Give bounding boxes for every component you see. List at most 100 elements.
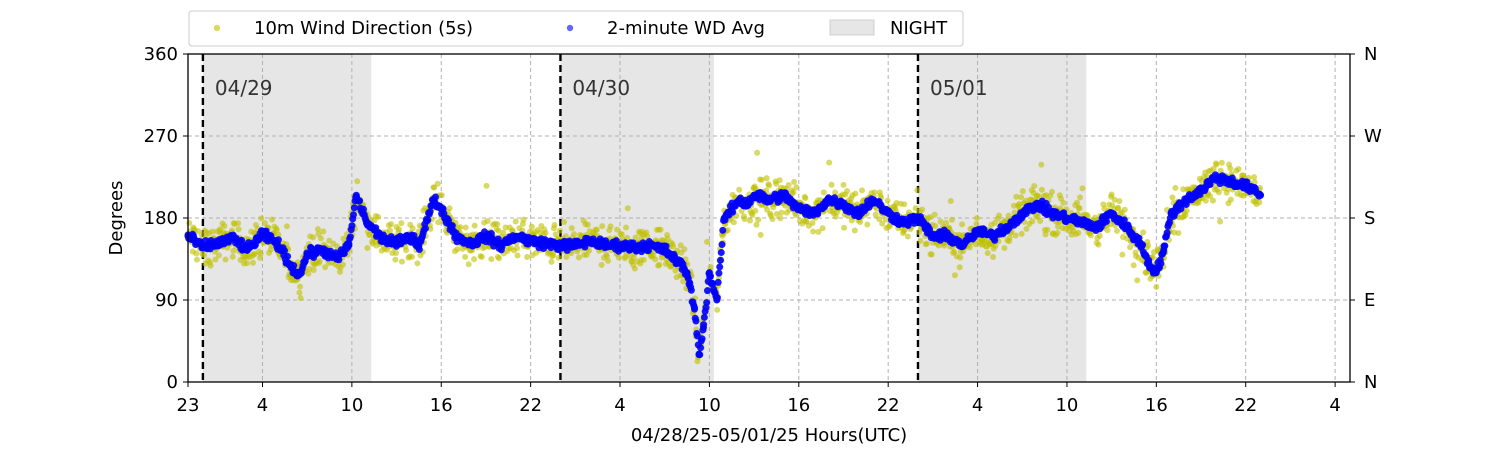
wind-direction-point xyxy=(215,252,222,259)
avg-point xyxy=(1103,217,1111,225)
avg-point xyxy=(1120,216,1128,224)
wind-direction-point xyxy=(766,182,772,189)
avg-point xyxy=(703,299,711,307)
wind-direction-point xyxy=(409,253,416,260)
avg-point xyxy=(431,193,439,201)
wind-direction-point xyxy=(387,227,394,234)
wind-direction-point xyxy=(471,222,478,229)
wind-direction-point xyxy=(1038,161,1045,168)
avg-point xyxy=(991,236,999,244)
wind-direction-point xyxy=(622,224,629,231)
wind-direction-point xyxy=(1153,283,1160,290)
wind-direction-point xyxy=(1111,196,1118,203)
avg-point xyxy=(703,287,711,295)
wind-direction-point xyxy=(884,197,891,204)
wind-direction-point xyxy=(1218,159,1225,166)
wind-direction-point xyxy=(951,248,958,255)
wind-direction-point xyxy=(528,223,535,230)
wind-direction-point xyxy=(212,256,219,263)
wind-direction-point xyxy=(584,221,591,228)
wind-direction-point xyxy=(571,231,578,238)
wind-direction-point xyxy=(488,256,495,263)
x-tick-label: 10 xyxy=(340,395,363,416)
wind-direction-point xyxy=(1079,185,1086,192)
wind-direction-point xyxy=(904,233,911,240)
avg-point xyxy=(707,272,715,280)
wind-direction-point xyxy=(670,243,677,250)
wind-direction-point xyxy=(320,228,327,235)
wind-direction-point xyxy=(1202,197,1209,204)
wind-direction-point xyxy=(273,227,280,234)
wind-direction-point xyxy=(791,178,798,185)
wind-direction-point xyxy=(624,205,631,212)
x-tick-label: 16 xyxy=(430,395,453,416)
wind-direction-point xyxy=(435,219,442,226)
wind-direction-point xyxy=(314,226,321,233)
wind-direction-point xyxy=(957,254,964,261)
wind-direction-point xyxy=(551,221,558,228)
wind-direction-point xyxy=(652,256,659,263)
avg-point xyxy=(359,205,367,213)
wind-direction-point xyxy=(1035,193,1042,200)
wind-direction-point xyxy=(852,190,859,197)
wind-direction-point xyxy=(403,247,410,254)
avg-point xyxy=(700,321,708,329)
wind-direction-point xyxy=(844,187,851,194)
wind-direction-point xyxy=(398,258,405,265)
wind-direction-point xyxy=(951,272,958,279)
legend-marker-wind-direction xyxy=(213,24,221,32)
wind-direction-point xyxy=(736,186,743,193)
wind-direction-point xyxy=(388,221,395,228)
wind-direction-point xyxy=(763,175,770,182)
wind-direction-point xyxy=(752,207,759,214)
wind-direction-point xyxy=(339,261,346,268)
wind-direction-point xyxy=(1012,232,1019,239)
wind-direction-point xyxy=(793,184,800,191)
y2-tick-label: E xyxy=(1364,290,1375,311)
wind-direction-point xyxy=(876,216,883,223)
avg-point xyxy=(729,208,737,216)
avg-point xyxy=(717,249,725,257)
x-tick-label: 22 xyxy=(877,395,900,416)
day-marker-label: 04/30 xyxy=(572,76,630,100)
wind-direction-point xyxy=(677,242,684,249)
wind-direction-point xyxy=(841,224,848,231)
wind-direction-point xyxy=(879,220,886,227)
wind-direction-point xyxy=(1235,165,1242,172)
day-marker-label: 04/29 xyxy=(215,76,273,100)
avg-point xyxy=(696,351,704,359)
wind-direction-point xyxy=(229,253,236,260)
wind-direction-point xyxy=(819,225,826,232)
wind-direction-point xyxy=(1115,205,1122,212)
wind-direction-point xyxy=(792,212,799,219)
wind-direction-point xyxy=(741,216,748,223)
avg-point xyxy=(690,304,698,312)
wind-direction-point xyxy=(1217,167,1224,174)
wind-direction-point xyxy=(714,306,721,313)
x-tick-label: 16 xyxy=(787,395,810,416)
wind-direction-point xyxy=(991,219,998,226)
wind-direction-point xyxy=(1076,205,1083,212)
wind-direction-point xyxy=(562,233,569,240)
avg-point xyxy=(1145,256,1153,264)
wind-direction-point xyxy=(1042,231,1049,238)
wind-direction-point xyxy=(1001,245,1008,252)
wind-direction-point xyxy=(1210,165,1217,172)
wind-direction-point xyxy=(956,264,963,271)
wind-direction-point xyxy=(514,252,521,259)
wind-direction-point xyxy=(754,149,761,156)
wind-direction-point xyxy=(1018,230,1025,237)
avg-point xyxy=(698,335,706,343)
wind-direction-point xyxy=(1182,212,1189,219)
wind-direction-point xyxy=(757,231,764,238)
wind-direction-point xyxy=(1038,186,1045,193)
wind-direction-point xyxy=(471,256,478,263)
wind-direction-point xyxy=(778,209,785,216)
avg-point xyxy=(1157,259,1165,267)
wind-direction-point xyxy=(640,256,647,263)
wind-direction-point xyxy=(258,215,265,222)
wind-direction-point xyxy=(575,254,582,261)
wind-direction-point xyxy=(973,215,980,222)
avg-point xyxy=(274,236,282,244)
wind-direction-point xyxy=(484,218,491,225)
